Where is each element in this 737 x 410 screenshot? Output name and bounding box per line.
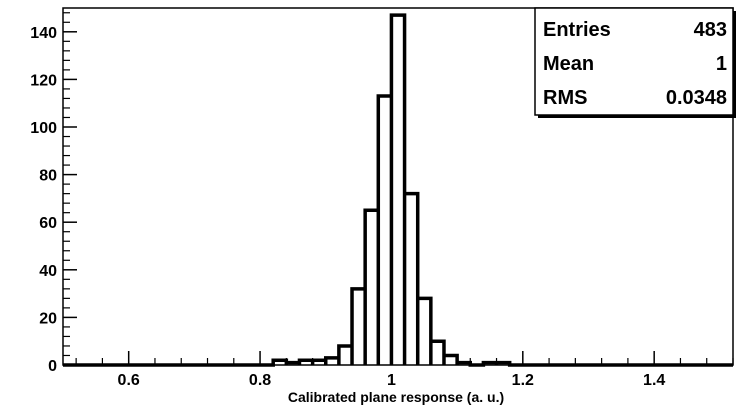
- x-tick-label: 1.4: [643, 372, 665, 389]
- y-tick-label: 120: [30, 72, 57, 89]
- histogram-bin: [352, 289, 365, 365]
- histogram-bin: [365, 210, 378, 365]
- histogram-bin: [391, 15, 404, 365]
- stats-label: Mean: [543, 53, 594, 75]
- y-tick-label: 20: [39, 310, 57, 327]
- histogram-bin: [378, 96, 391, 365]
- y-tick-label: 80: [39, 168, 57, 185]
- y-tick-label: 40: [39, 263, 57, 280]
- stats-label: Entries: [543, 19, 611, 41]
- x-axis-title: Calibrated plane response (a. u.): [288, 389, 504, 405]
- y-tick-label: 0: [48, 358, 57, 375]
- histogram-bin: [418, 298, 431, 365]
- y-tick-label: 100: [30, 120, 57, 137]
- x-axis: 0.6 0.8 1 1.2 1.4: [75, 351, 734, 389]
- stats-value: 1: [716, 53, 727, 75]
- y-tick-label: 140: [30, 25, 57, 42]
- stats-value: 483: [694, 19, 727, 41]
- x-tick-label: 1.2: [512, 372, 534, 389]
- x-tick-label: 0.6: [118, 372, 140, 389]
- plot-frame: [62, 7, 734, 366]
- x-tick-label: 0.8: [249, 372, 271, 389]
- stats-box: Entries 483 Mean 1 RMS 0.0348: [534, 7, 736, 118]
- stats-label: RMS: [543, 87, 587, 109]
- histogram-bin: [431, 341, 444, 365]
- plot-area-border: [62, 7, 734, 366]
- x-tick-label: 1: [387, 372, 396, 389]
- histogram-bin: [405, 194, 418, 365]
- y-axis: 0 20 40 60 80 100 120 140: [30, 12, 77, 375]
- y-tick-label: 60: [39, 215, 57, 232]
- stats-box-border: [534, 7, 734, 116]
- stats-value: 0.0348: [666, 87, 727, 109]
- histogram-bin: [339, 346, 352, 365]
